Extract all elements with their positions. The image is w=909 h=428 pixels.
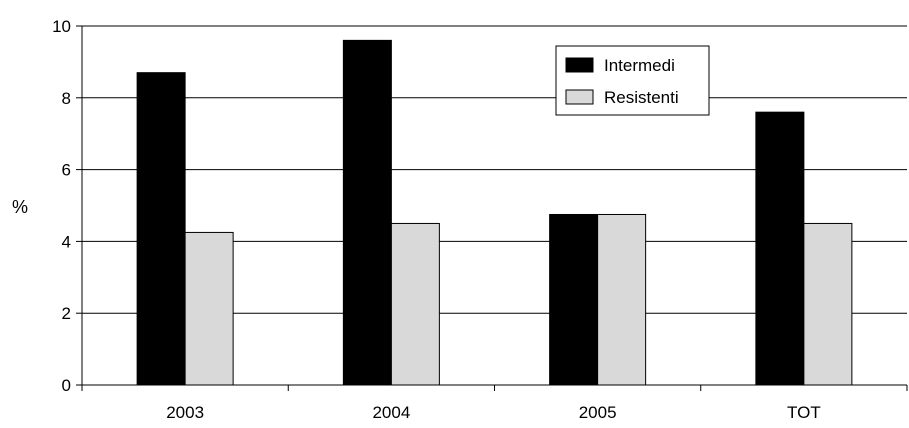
- x-tick-label: TOT: [787, 403, 821, 422]
- bar-intermedi-2004: [342, 39, 392, 386]
- y-tick-label: 10: [52, 17, 71, 36]
- bar-intermedi-tot: [755, 111, 805, 386]
- legend-label-resistenti: Resistenti: [604, 88, 679, 107]
- legend-swatch-resistenti: [565, 89, 594, 105]
- y-tick-label: 8: [62, 89, 71, 108]
- x-tick-label: 2003: [166, 403, 204, 422]
- axes: [76, 25, 908, 391]
- x-tick-label: 2005: [579, 403, 617, 422]
- bar-resistenti-2004: [390, 222, 440, 386]
- x-tick-labels: 2003 2004 2005 TOT: [166, 403, 821, 422]
- bar-intermedi-2005: [549, 213, 599, 386]
- bar-resistenti-2003: [184, 231, 234, 386]
- legend-label-intermedi: Intermedi: [604, 56, 675, 75]
- y-tick-label: 4: [62, 232, 71, 251]
- legend-swatch-intermedi: [565, 57, 594, 73]
- y-tick-label: 2: [62, 304, 71, 323]
- bars: [136, 39, 853, 386]
- bar-resistenti-2005: [597, 213, 647, 386]
- y-tick-labels: 0 2 4 6 8 10: [52, 17, 71, 395]
- y-tick-label: 6: [62, 161, 71, 180]
- legend: Intermedi Resistenti: [555, 45, 710, 116]
- y-tick-label: 0: [62, 376, 71, 395]
- x-tick-label: 2004: [372, 403, 410, 422]
- bar-resistenti-tot: [803, 222, 853, 386]
- y-axis-label: %: [12, 197, 28, 217]
- bar-intermedi-2003: [136, 72, 186, 386]
